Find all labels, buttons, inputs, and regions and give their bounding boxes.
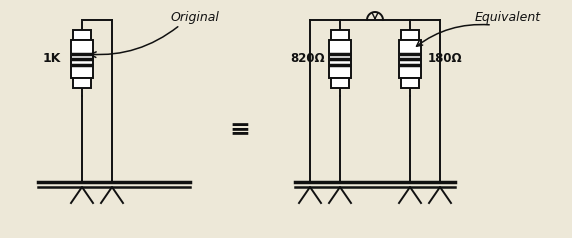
Bar (331, 78, 349, 88)
Bar (329, 40, 351, 78)
Text: ≡: ≡ (229, 118, 251, 142)
Bar (73, 78, 91, 88)
Text: Original: Original (170, 11, 220, 25)
Text: 1K: 1K (43, 53, 61, 65)
Bar (71, 40, 93, 78)
Bar (331, 30, 349, 40)
Text: 820Ω: 820Ω (291, 53, 325, 65)
Text: Equivalent: Equivalent (475, 11, 541, 25)
Bar (401, 30, 419, 40)
Bar (401, 78, 419, 88)
Bar (399, 40, 421, 78)
Bar (73, 30, 91, 40)
Text: 180Ω: 180Ω (428, 53, 462, 65)
